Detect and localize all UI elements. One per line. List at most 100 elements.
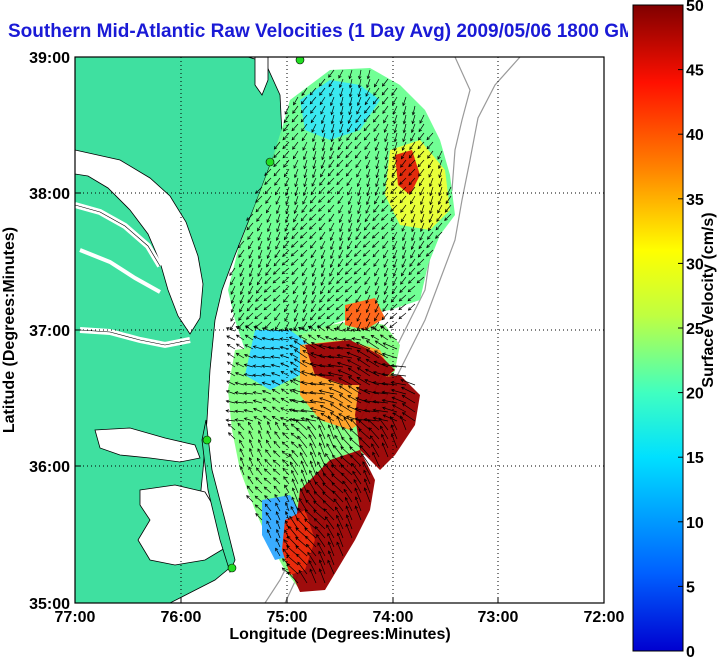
velocity-arrow [226, 327, 236, 332]
velocity-arrow [302, 195, 308, 205]
velocity-arrow [435, 231, 443, 239]
velocity-arrowhead [324, 336, 329, 340]
velocity-arrow [335, 425, 344, 440]
velocity-arrow [285, 186, 290, 196]
velocity-arrowhead [282, 145, 286, 150]
velocity-arrow [309, 213, 317, 221]
velocity-arrowhead [320, 290, 324, 295]
velocity-arrowhead [311, 183, 315, 187]
velocity-arrowhead [238, 254, 242, 258]
velocity-arrowhead [243, 400, 248, 404]
velocity-arrow [283, 114, 290, 123]
velocity-arrow [276, 222, 281, 232]
velocity-arrow [297, 507, 308, 521]
velocity-arrow [390, 424, 398, 440]
velocity-arrowhead [235, 326, 240, 330]
velocity-arrowhead [300, 217, 305, 222]
velocity-arrowhead [294, 201, 298, 206]
velocity-arrow [282, 132, 290, 141]
velocity-arrowhead [363, 389, 368, 393]
velocity-arrowhead [371, 235, 376, 239]
velocity-arrowhead [374, 147, 379, 151]
velocity-arrow [291, 114, 299, 123]
velocity-arrowhead [393, 156, 397, 161]
velocity-arrowhead [374, 137, 378, 142]
velocity-arrow [267, 249, 272, 259]
velocity-arrow [402, 249, 407, 259]
velocity-arrowhead [297, 507, 301, 512]
velocity-arrowhead [389, 324, 393, 329]
velocity-arrow [285, 511, 290, 521]
velocity-arrow [257, 276, 263, 285]
velocity-arrowhead [401, 272, 405, 277]
velocity-arrow [284, 222, 290, 232]
velocity-arrowhead [426, 136, 430, 141]
velocity-arrow [381, 195, 389, 204]
velocity-arrowhead [330, 120, 335, 125]
velocity-arrowhead [282, 432, 286, 436]
velocity-arrowhead [291, 136, 296, 141]
velocity-arrowhead [371, 443, 375, 447]
velocity-arrowhead [303, 165, 307, 170]
velocity-arrowhead [336, 316, 340, 320]
velocity-arrow [364, 105, 371, 114]
velocity-arrow [326, 443, 335, 458]
velocity-arrow [282, 150, 290, 159]
velocity-arrow [381, 204, 389, 212]
velocity-arrow [235, 401, 245, 404]
velocity-arrowhead [318, 82, 323, 87]
velocity-arrowhead [344, 271, 349, 275]
velocity-arrow [292, 487, 299, 503]
velocity-arrowhead [283, 128, 287, 132]
velocity-arrow [357, 177, 362, 187]
velocity-arrowhead [226, 361, 231, 365]
velocity-arrowhead [315, 471, 320, 475]
velocity-arrow [290, 361, 299, 368]
velocity-arrowhead [348, 228, 352, 233]
velocity-arrowhead [355, 299, 359, 303]
x-tick-label: 75:00 [267, 609, 308, 626]
velocity-arrowhead [280, 362, 284, 366]
velocity-arrow [335, 506, 344, 521]
velocity-arrow [346, 352, 362, 359]
velocity-arrowhead [383, 119, 387, 124]
velocity-arrow [429, 195, 434, 205]
velocity-arrowhead [373, 360, 378, 364]
velocity-arrowhead [346, 137, 350, 141]
velocity-arrow [307, 552, 317, 566]
velocity-arrowhead [293, 358, 298, 362]
velocity-arrow [258, 258, 263, 268]
velocity-arrow [394, 132, 398, 142]
velocity-arrow [331, 464, 344, 476]
velocity-arrowhead [391, 92, 395, 97]
velocity-arrowhead [381, 362, 386, 367]
velocity-arrow [294, 303, 299, 313]
velocity-arrow [282, 548, 290, 557]
velocity-arrowhead [314, 526, 319, 530]
velocity-arrow [382, 240, 389, 249]
colorbar-ticks [678, 4, 683, 652]
velocity-arrow [319, 559, 326, 575]
velocity-arrow [271, 364, 281, 368]
velocity-arrow [290, 370, 299, 377]
velocity-arrowhead [296, 517, 300, 522]
velocity-arrowhead [281, 459, 286, 463]
velocity-arrowhead [291, 417, 296, 422]
velocity-arrow [333, 445, 344, 458]
velocity-arrowhead [257, 439, 262, 443]
velocity-arrowhead [272, 468, 277, 473]
velocity-arrow [288, 453, 299, 467]
velocity-arrowhead [382, 308, 386, 312]
velocity-arrowhead [374, 200, 378, 205]
velocity-arrow [311, 177, 317, 187]
velocity-arrow [382, 363, 398, 368]
velocity-arrow [313, 500, 326, 512]
velocity-arrowhead [243, 408, 248, 413]
velocity-arrow [323, 508, 335, 521]
x-tick-label: 76:00 [161, 609, 202, 626]
velocity-arrow [255, 204, 263, 213]
velocity-arrow [373, 258, 380, 267]
velocity-arrow [275, 538, 281, 548]
velocity-arrowhead [235, 343, 240, 347]
velocity-arrow [328, 541, 335, 557]
